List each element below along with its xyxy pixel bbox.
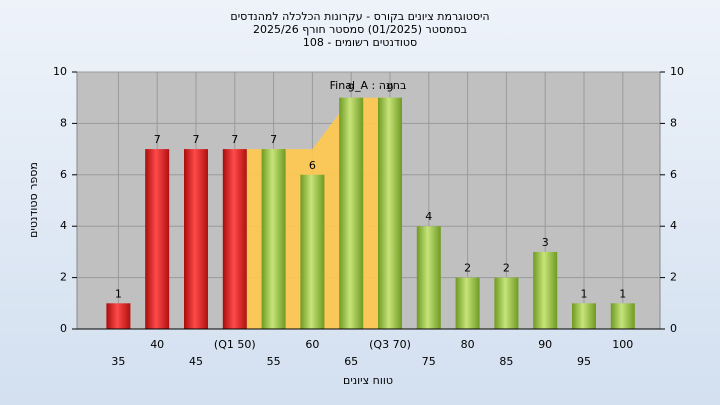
value-label: 7 bbox=[231, 133, 238, 146]
bar bbox=[261, 149, 286, 329]
y-tick-label: 10 bbox=[53, 65, 67, 78]
value-label: 2 bbox=[464, 262, 471, 275]
x-tick-label: (Q3 70) bbox=[369, 338, 411, 351]
y-tick-label: 0 bbox=[60, 322, 67, 335]
title-line: בסמסטר (01/2025) סמסטר חורף 2025/26 bbox=[253, 23, 467, 36]
x-tick-label: 55 bbox=[267, 355, 281, 368]
value-label: 1 bbox=[581, 287, 588, 300]
value-label: 7 bbox=[270, 133, 277, 146]
value-label: 3 bbox=[542, 236, 549, 249]
x-tick-label: 85 bbox=[499, 355, 513, 368]
y2-tick-label: 4 bbox=[670, 219, 677, 232]
y-tick-label: 6 bbox=[60, 168, 67, 181]
value-label: 7 bbox=[193, 133, 200, 146]
y-tick-label: 8 bbox=[60, 116, 67, 129]
value-label: 2 bbox=[503, 262, 510, 275]
y2-tick-label: 8 bbox=[670, 116, 677, 129]
bar bbox=[533, 251, 558, 329]
bar bbox=[145, 149, 170, 329]
bar bbox=[572, 303, 596, 329]
value-label: 7 bbox=[154, 133, 161, 146]
y-tick-label: 2 bbox=[60, 271, 67, 284]
bar bbox=[222, 149, 247, 329]
bar bbox=[378, 97, 402, 329]
y-tick-label: 4 bbox=[60, 219, 67, 232]
x-tick-label: 45 bbox=[189, 355, 203, 368]
y2-tick-label: 2 bbox=[670, 271, 677, 284]
value-label: 9 bbox=[387, 82, 394, 95]
bar bbox=[494, 277, 519, 329]
x-axis-label: טווח ציונים bbox=[343, 374, 393, 387]
bar bbox=[184, 149, 208, 329]
title-line: סטודנטים רשומים - 108 bbox=[303, 36, 417, 49]
y2-tick-label: 10 bbox=[670, 65, 684, 78]
value-label: 6 bbox=[309, 159, 316, 172]
value-label: 9 bbox=[348, 82, 355, 95]
x-tick-label: 75 bbox=[422, 355, 436, 368]
x-tick-label: 35 bbox=[111, 355, 125, 368]
value-label: 1 bbox=[619, 287, 626, 300]
annotation: בחינה : Final_A bbox=[330, 79, 407, 92]
bar bbox=[416, 226, 441, 329]
x-tick-label: (Q1 50) bbox=[214, 338, 256, 351]
bar bbox=[610, 303, 635, 329]
x-tick-label: 80 bbox=[461, 338, 475, 351]
x-tick-label: 90 bbox=[538, 338, 552, 351]
y2-tick-label: 6 bbox=[670, 168, 677, 181]
bar bbox=[339, 97, 364, 329]
bar bbox=[455, 277, 480, 329]
y-axis-label: מספר סטודנטים bbox=[27, 162, 40, 238]
y2-tick-label: 0 bbox=[670, 322, 677, 335]
bar bbox=[300, 174, 325, 329]
x-tick-label: 40 bbox=[150, 338, 164, 351]
x-tick-label: 95 bbox=[577, 355, 591, 368]
value-label: 1 bbox=[115, 287, 122, 300]
bar bbox=[106, 303, 131, 329]
x-tick-label: 100 bbox=[612, 338, 633, 351]
value-label: 4 bbox=[425, 210, 432, 223]
title-line: היסטוגרמת ציונים בקורס - עקרונות הכלכלה … bbox=[230, 10, 489, 23]
x-tick-label: 65 bbox=[344, 355, 358, 368]
x-tick-label: 60 bbox=[305, 338, 319, 351]
